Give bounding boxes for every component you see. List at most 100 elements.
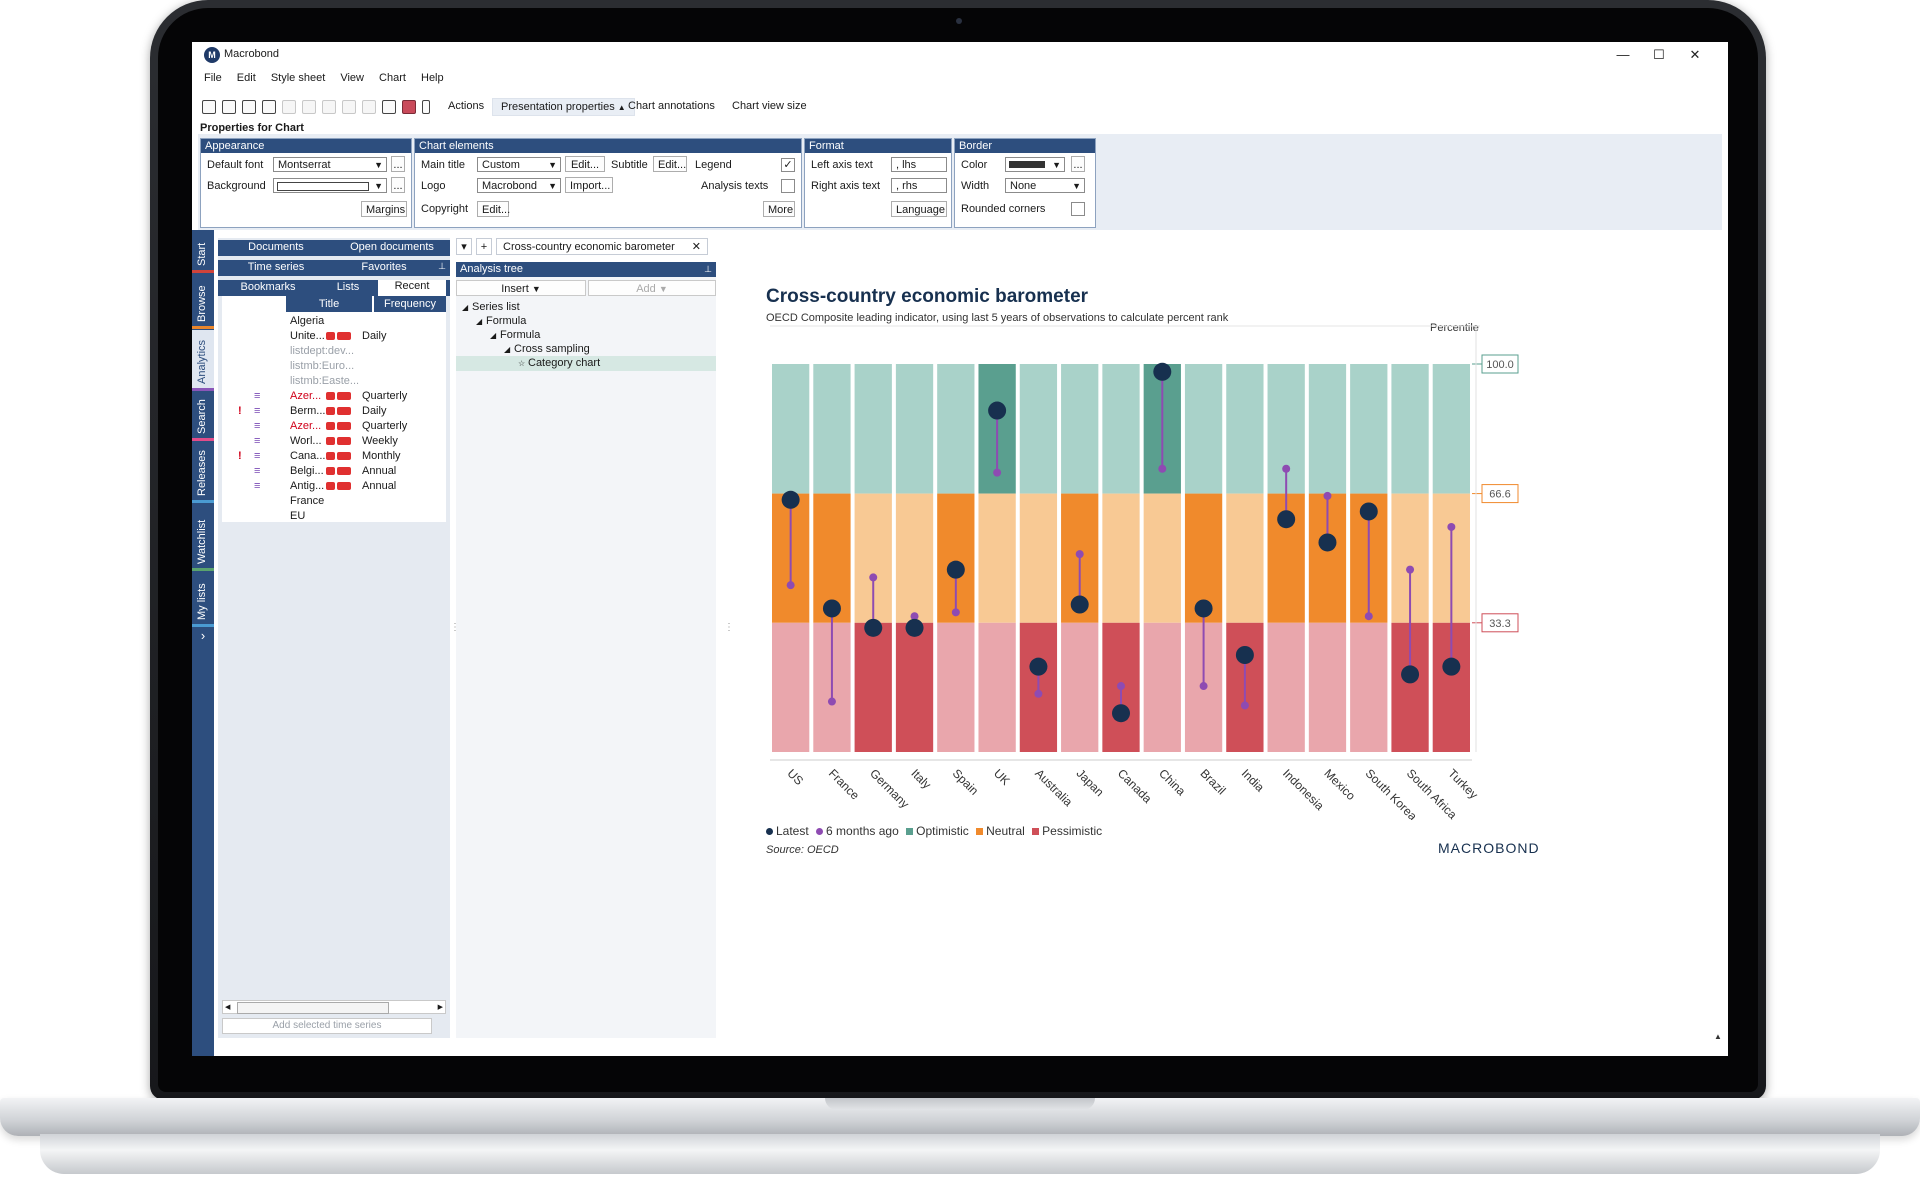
menu-file[interactable]: File [204, 72, 222, 84]
list-item[interactable]: listmb:Euro... [222, 359, 446, 374]
link-badge-icon[interactable] [337, 437, 351, 445]
new-tab-button[interactable]: + [476, 238, 492, 255]
tab-recent[interactable]: Recent [378, 280, 446, 296]
background-select[interactable]: ▼ [273, 178, 387, 193]
link-badge-icon[interactable] [337, 467, 351, 475]
expand-arrow-icon[interactable]: ◢ [490, 331, 497, 340]
list-item[interactable]: Unite... Daily [222, 329, 446, 344]
add-selected-series-button[interactable]: Add selected time series [222, 1018, 432, 1034]
document-tab[interactable]: Cross-country economic barometer ✕ [496, 238, 708, 255]
add-badge-icon[interactable] [326, 452, 335, 460]
splitter-handle[interactable]: ⋮ [724, 622, 734, 633]
share-icon[interactable] [282, 100, 296, 114]
side-tab-my-lists[interactable]: My lists [192, 572, 214, 624]
series-menu-icon[interactable]: ≡ [254, 420, 261, 432]
analysis-texts-checkbox[interactable] [781, 179, 795, 193]
list-item[interactable]: ! ≡ Cana... Monthly [222, 449, 446, 464]
add-button[interactable]: Add ▼ [588, 280, 716, 296]
column-frequency[interactable]: Frequency [374, 296, 446, 312]
background-more-button[interactable]: ... [391, 177, 405, 193]
cut-icon[interactable] [322, 100, 336, 114]
menu-help[interactable]: Help [421, 72, 444, 84]
add-badge-icon[interactable] [326, 467, 335, 475]
series-menu-icon[interactable]: ≡ [254, 435, 261, 447]
delete-icon[interactable] [362, 100, 376, 114]
copyright-edit-button[interactable]: Edit... [477, 201, 510, 217]
menu-view[interactable]: View [340, 72, 364, 84]
side-tab-browse[interactable]: Browse [192, 274, 214, 326]
list-item[interactable]: ≡ Azer... Quarterly [222, 419, 446, 434]
logo-import-button[interactable]: Import... [565, 177, 613, 193]
border-color-more-button[interactable]: ... [1071, 156, 1085, 172]
close-tab-icon[interactable]: ✕ [691, 241, 701, 253]
side-tab-start[interactable]: Start [192, 234, 214, 270]
tree-node[interactable]: ◢ Cross sampling [456, 342, 716, 357]
link-badge-icon[interactable] [337, 392, 351, 400]
scroll-up-icon[interactable]: ▲ [1714, 1032, 1722, 1041]
add-badge-icon[interactable] [326, 332, 335, 340]
list-item[interactable]: ≡ Azer... Quarterly [222, 389, 446, 404]
chart-view-size-tab[interactable]: Chart view size [732, 100, 807, 112]
margins-button[interactable]: Margins [361, 201, 407, 217]
bar-chart-icon[interactable] [402, 100, 416, 114]
default-font-more-button[interactable]: ... [391, 156, 405, 172]
default-font-select[interactable]: Montserrat ▼ [273, 157, 387, 172]
series-menu-icon[interactable]: ≡ [254, 405, 261, 417]
print-icon[interactable] [262, 100, 276, 114]
list-item[interactable]: ≡ Belgi... Annual [222, 464, 446, 479]
scroll-left-icon[interactable]: ◀ [225, 1004, 231, 1011]
list-item[interactable]: Algeria [222, 314, 446, 329]
expand-arrow-icon[interactable]: ◢ [476, 317, 483, 326]
add-badge-icon[interactable] [326, 392, 335, 400]
list-item[interactable]: ≡ Worl... Weekly [222, 434, 446, 449]
column-title[interactable]: Title [286, 296, 372, 312]
list-item[interactable]: listdept:dev... [222, 344, 446, 359]
side-tab-search[interactable]: Search [192, 392, 214, 438]
minimize-button[interactable]: — [1616, 47, 1630, 62]
tab-bookmarks[interactable]: Bookmarks [240, 281, 296, 293]
add-badge-icon[interactable] [326, 437, 335, 445]
presentation-properties-tab[interactable]: Presentation properties ▲ [492, 98, 635, 116]
border-width-select[interactable]: None ▼ [1005, 178, 1085, 193]
new-document-icon[interactable] [202, 100, 216, 114]
open-folder-icon[interactable] [222, 100, 236, 114]
list-item[interactable]: ≡ Antig... Annual [222, 479, 446, 494]
insert-button[interactable]: Insert ▼ [456, 280, 586, 296]
menu-edit[interactable]: Edit [236, 72, 256, 84]
more-button[interactable]: More [763, 201, 795, 217]
series-menu-icon[interactable]: ≡ [254, 480, 261, 492]
scroll-right-icon[interactable]: ▶ [437, 1004, 443, 1011]
menu-style-sheet[interactable]: Style sheet [270, 72, 326, 84]
language-button[interactable]: Language [891, 201, 947, 217]
series-menu-icon[interactable]: ≡ [254, 450, 261, 462]
list-item[interactable]: listmb:Easte... [222, 374, 446, 389]
subtitle-edit-button[interactable]: Edit... [653, 156, 687, 172]
tree-node[interactable]: ◢ Formula [456, 328, 716, 343]
list-item[interactable]: ! ≡ Berm... Daily [222, 404, 446, 419]
add-badge-icon[interactable] [326, 482, 335, 490]
presentation-icon[interactable] [382, 100, 396, 114]
save-icon[interactable] [242, 100, 256, 114]
tree-node[interactable]: ☆ Category chart [456, 356, 716, 371]
add-badge-icon[interactable] [326, 422, 335, 430]
side-tab-watchlist[interactable]: Watchlist [192, 504, 214, 568]
series-menu-icon[interactable]: ≡ [254, 465, 261, 477]
main-title-select[interactable]: Custom ▼ [477, 157, 561, 172]
scrollbar-thumb[interactable] [237, 1002, 389, 1014]
series-menu-icon[interactable]: ≡ [254, 390, 261, 402]
tab-open-documents[interactable]: Open documents [350, 241, 434, 253]
link-badge-icon[interactable] [337, 422, 351, 430]
side-tab-releases[interactable]: Releases [192, 442, 214, 500]
splitter-handle[interactable]: ⋮ [450, 622, 460, 633]
logo-select[interactable]: Macrobond ▼ [477, 178, 561, 193]
star-icon[interactable]: ☆ [518, 359, 526, 368]
tree-node[interactable]: ◢ Formula [456, 314, 716, 329]
tab-list-dropdown[interactable]: ▾ [456, 238, 472, 255]
link-badge-icon[interactable] [337, 482, 351, 490]
rounded-corners-checkbox[interactable] [1071, 202, 1085, 216]
legend-checkbox[interactable]: ✓ [781, 158, 795, 172]
tab-documents[interactable]: Documents [248, 241, 304, 253]
tab-favorites[interactable]: Favorites [361, 261, 407, 273]
main-title-edit-button[interactable]: Edit... [565, 156, 605, 172]
link-badge-icon[interactable] [337, 407, 351, 415]
